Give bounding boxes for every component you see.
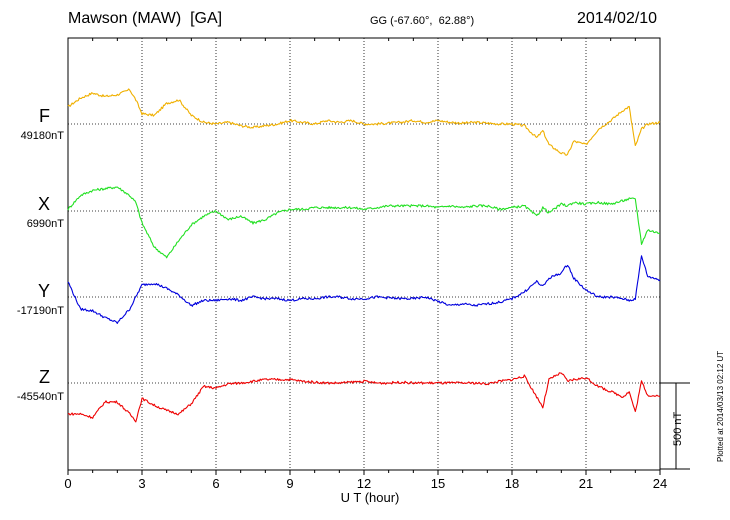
series-name-y: Y — [37, 281, 50, 301]
series-lines — [67, 88, 661, 423]
baseline-label-x: 6990nT — [26, 218, 64, 230]
series-line-f — [67, 88, 661, 156]
x-axis-label: U T (hour) — [340, 490, 400, 505]
plotted-timestamp: Plotted at 2014/03/13 02:12 UT — [716, 350, 725, 462]
date-label: 2014/02/10 — [577, 10, 658, 27]
x-tick-label-3: 3 — [138, 476, 145, 491]
series-line-y — [67, 255, 661, 324]
baseline-label-y: -17190nT — [16, 305, 64, 317]
x-tick-label-0: 0 — [64, 476, 71, 491]
scale-bar-label: 500 nT — [672, 411, 684, 446]
x-tick-label-12: 12 — [357, 476, 371, 491]
x-axis-ticks — [67, 38, 661, 475]
x-tick-label-6: 6 — [212, 476, 219, 491]
x-tick-label-15: 15 — [431, 476, 445, 491]
series-line-z — [67, 372, 661, 423]
x-tick-label-18: 18 — [505, 476, 519, 491]
series-line-x — [67, 186, 661, 259]
x-tick-label-9: 9 — [286, 476, 293, 491]
scale-bar — [660, 382, 690, 470]
x-axis-tick-labels: 0 3 6 9 12 15 18 21 24 — [64, 476, 667, 491]
station-coordinates: GG (-67.60°, 62.88°) — [370, 15, 475, 27]
x-tick-label-24: 24 — [653, 476, 667, 491]
series-name-x: X — [37, 194, 50, 214]
series-name-f: F — [39, 106, 50, 126]
baseline-label-z: -45540nT — [16, 391, 64, 403]
baseline-label-f: 49180nT — [20, 130, 64, 142]
station-title: Mawson (MAW) [GA] — [68, 10, 223, 27]
grid-lines — [141, 38, 587, 470]
x-tick-label-21: 21 — [579, 476, 593, 491]
series-name-z: Z — [39, 367, 50, 387]
